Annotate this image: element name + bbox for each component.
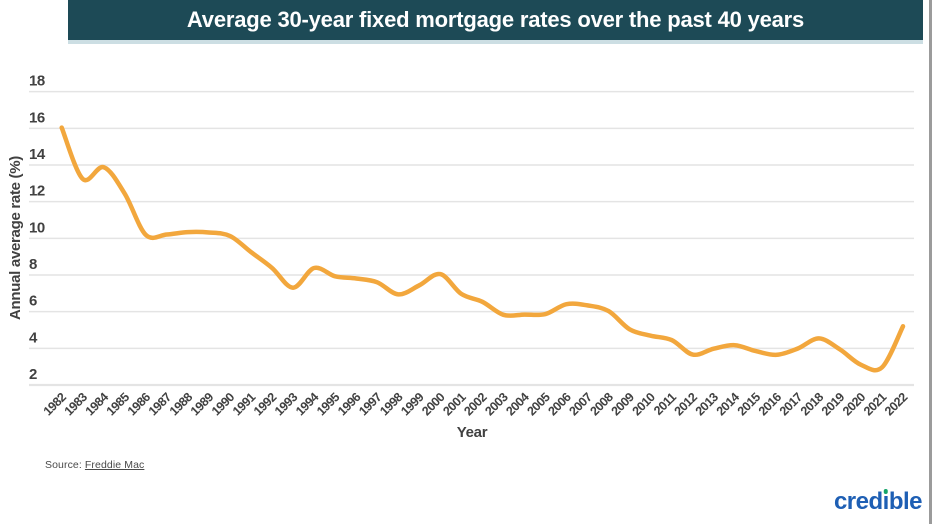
- source-prefix: Source:: [45, 459, 82, 471]
- y-tick-label: 10: [29, 219, 45, 236]
- source-line: Source: Freddie Mac: [45, 459, 144, 471]
- y-tick-label: 16: [29, 109, 45, 126]
- y-tick-label: 12: [29, 183, 45, 200]
- x-tick-label: 2022: [882, 390, 911, 419]
- logo-i-green-dot: ı: [882, 488, 890, 515]
- chart-title: Average 30-year fixed mortgage rates ove…: [186, 7, 805, 32]
- rate-line-series: [59, 125, 906, 373]
- y-tick-label: 6: [29, 293, 37, 310]
- source-link[interactable]: Freddie Mac: [84, 459, 145, 471]
- chart-title-banner: Average 30-year fixed mortgage rates ove…: [68, 0, 923, 40]
- frame-right-border: [929, 0, 932, 524]
- banner-bottom-strip: [68, 40, 923, 44]
- y-tick-label: 18: [29, 73, 45, 90]
- x-axis-title: Year: [457, 424, 488, 441]
- y-tick-label: 4: [29, 329, 38, 346]
- y-axis-title: Annual average rate (%): [7, 156, 24, 320]
- y-tick-label: 8: [29, 256, 37, 273]
- y-tick-label: 14: [29, 146, 46, 163]
- credible-logo: credıble: [833, 488, 923, 515]
- y-tick-label: 2: [29, 366, 37, 383]
